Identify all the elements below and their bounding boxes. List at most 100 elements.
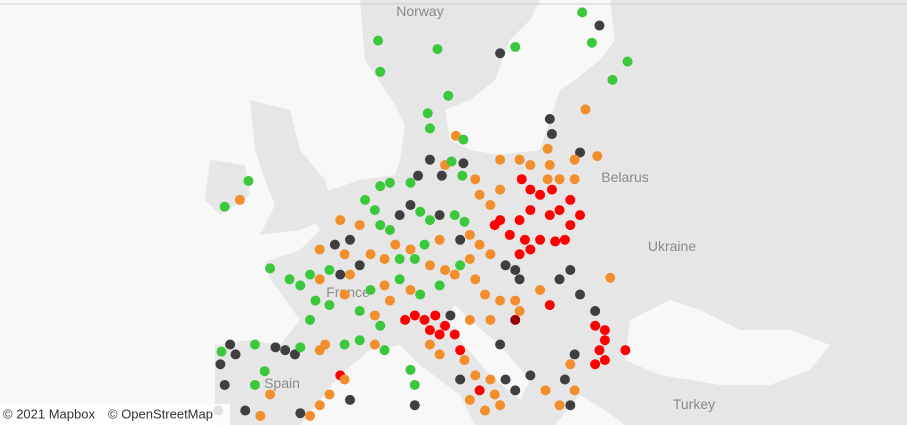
point[interactable] [489,220,500,231]
point[interactable] [422,108,433,119]
point[interactable] [405,177,416,188]
point[interactable] [424,260,435,271]
point[interactable] [580,104,591,115]
point[interactable] [345,394,355,405]
point[interactable] [554,205,565,216]
point[interactable] [432,44,443,55]
point[interactable] [314,345,325,356]
point[interactable] [449,329,460,340]
point[interactable] [575,147,586,158]
point[interactable] [329,239,340,250]
point[interactable] [586,37,597,48]
attribution[interactable]: © 2021 Mapbox [3,406,95,421]
point[interactable] [525,244,536,255]
point[interactable] [620,345,631,356]
point[interactable] [270,342,281,353]
point[interactable] [474,239,485,250]
point[interactable] [495,154,506,165]
point[interactable] [230,349,241,360]
point[interactable] [450,130,461,141]
point[interactable] [314,400,325,411]
point[interactable] [495,184,506,195]
point[interactable] [409,379,420,390]
point[interactable] [485,314,496,325]
point[interactable] [354,220,365,231]
point[interactable] [519,234,530,245]
point[interactable] [354,306,365,317]
point[interactable] [446,156,457,167]
point[interactable] [324,264,335,275]
point[interactable] [485,249,496,260]
point[interactable] [339,249,350,260]
point[interactable] [542,143,553,154]
point[interactable] [540,385,551,396]
point[interactable] [434,234,445,245]
point[interactable] [305,269,316,280]
point[interactable] [569,385,580,396]
point[interactable] [577,7,588,18]
point[interactable] [295,280,306,291]
point[interactable] [310,295,321,306]
point[interactable] [514,306,525,317]
point[interactable] [284,274,295,285]
point[interactable] [365,285,376,295]
point[interactable] [514,274,525,285]
point[interactable] [480,289,490,300]
point[interactable] [369,310,380,321]
point[interactable] [289,349,300,360]
point[interactable] [419,314,430,325]
point[interactable] [622,56,633,67]
point[interactable] [405,200,416,211]
point[interactable] [474,385,485,396]
point[interactable] [474,189,485,200]
point[interactable] [470,274,481,285]
point[interactable] [607,74,618,85]
point[interactable] [384,225,395,236]
point[interactable] [384,295,395,306]
point[interactable] [535,189,546,200]
point[interactable] [413,170,424,181]
point[interactable] [525,160,536,171]
point[interactable] [424,123,435,134]
point[interactable] [525,370,536,381]
point[interactable] [459,355,470,366]
point[interactable] [590,306,601,317]
point[interactable] [314,274,325,285]
point[interactable] [394,274,405,285]
point[interactable] [565,264,576,275]
point[interactable] [458,134,469,145]
point[interactable] [464,253,475,264]
point[interactable] [259,366,270,377]
point[interactable] [409,310,420,321]
point[interactable] [470,174,481,185]
point[interactable] [569,174,580,185]
point[interactable] [599,335,610,346]
point[interactable] [345,269,355,280]
point[interactable] [373,35,384,46]
point[interactable] [455,234,466,245]
point[interactable] [345,234,355,245]
point[interactable] [495,295,506,306]
point[interactable] [339,339,350,350]
point[interactable] [219,379,230,390]
point[interactable] [455,374,466,385]
point[interactable] [384,177,395,188]
point[interactable] [295,408,306,419]
point[interactable] [510,264,521,275]
point[interactable] [599,325,610,336]
point[interactable] [360,194,371,205]
point[interactable] [305,410,316,421]
point[interactable] [544,210,555,221]
point[interactable] [594,345,605,356]
point[interactable] [409,253,420,264]
point[interactable] [434,280,445,291]
point[interactable] [430,310,441,321]
point[interactable] [436,170,447,181]
point[interactable] [455,345,466,356]
point[interactable] [379,253,390,264]
point[interactable] [544,113,555,124]
point[interactable] [464,314,475,325]
point[interactable] [415,206,426,217]
point[interactable] [295,342,306,353]
point[interactable] [225,339,236,350]
